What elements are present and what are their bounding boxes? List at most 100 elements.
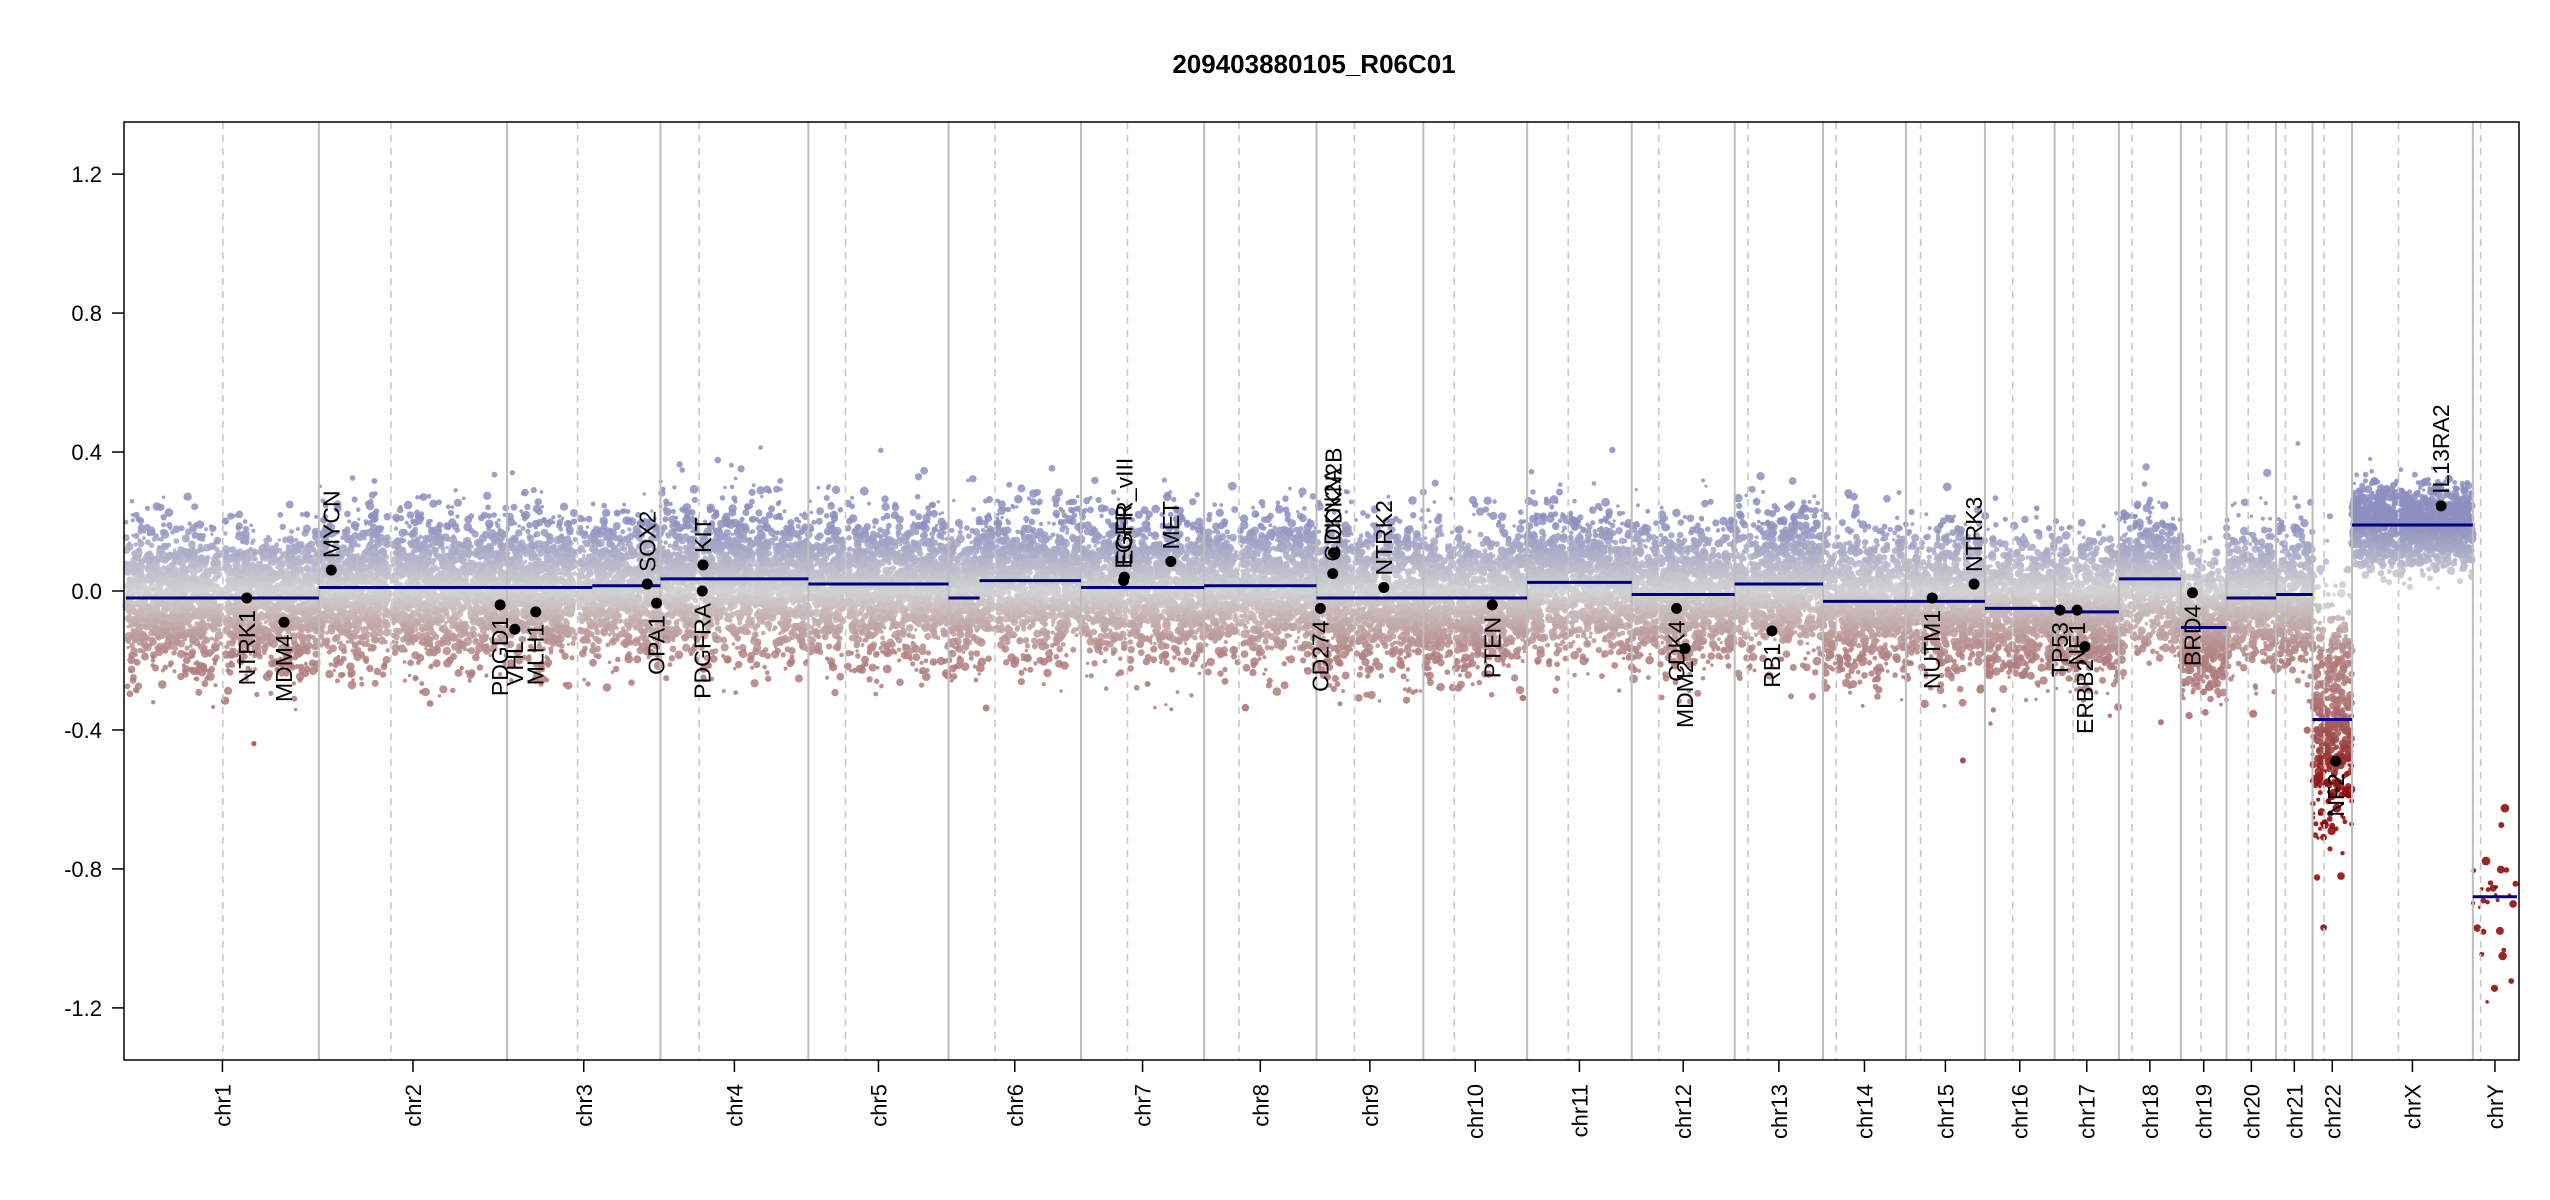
cnv-point bbox=[211, 705, 215, 709]
cnv-point bbox=[265, 641, 271, 647]
cnv-point bbox=[325, 643, 331, 649]
cnv-point bbox=[471, 545, 474, 548]
cnv-point bbox=[133, 687, 139, 693]
cnv-point bbox=[368, 514, 372, 518]
cnv-point bbox=[135, 600, 139, 604]
cnv-point bbox=[414, 620, 421, 627]
cnv-point bbox=[358, 636, 362, 640]
cnv-point bbox=[235, 533, 243, 541]
cnv-point bbox=[204, 527, 208, 531]
cnv-point bbox=[337, 659, 344, 666]
cnv-point bbox=[407, 532, 410, 535]
cnv-point bbox=[218, 641, 223, 646]
cnv-point bbox=[366, 639, 370, 643]
cnv-point bbox=[502, 534, 506, 538]
cnv-point bbox=[391, 607, 397, 613]
cnv-point bbox=[376, 537, 381, 542]
cnv-point bbox=[400, 636, 406, 642]
cnv-point bbox=[171, 650, 176, 655]
cnv-point bbox=[132, 577, 135, 580]
cnv-point bbox=[535, 498, 542, 505]
cnv-point bbox=[308, 612, 312, 616]
cnv-point bbox=[370, 624, 379, 633]
cnv-point bbox=[531, 487, 537, 493]
cnv-point bbox=[183, 493, 191, 501]
cnv-point bbox=[294, 708, 297, 711]
cnv-point bbox=[349, 567, 353, 571]
cnv-point bbox=[286, 501, 294, 509]
cnv-point bbox=[378, 591, 384, 597]
cnv-point bbox=[178, 580, 184, 586]
cnv-point bbox=[355, 570, 360, 575]
cnv-point bbox=[297, 649, 304, 656]
cnv-point bbox=[145, 506, 150, 511]
cnv-point bbox=[286, 586, 295, 595]
cnv-point bbox=[161, 628, 168, 635]
cnv-point bbox=[253, 549, 257, 553]
cnv-point bbox=[303, 556, 308, 561]
cnv-point bbox=[249, 524, 253, 528]
cnv-point bbox=[357, 596, 364, 603]
cnv-point bbox=[525, 529, 530, 534]
cnv-point bbox=[430, 616, 437, 623]
cnv-point bbox=[126, 625, 130, 629]
cnv-point bbox=[260, 564, 268, 572]
cnv-point bbox=[427, 494, 432, 499]
cnv-point bbox=[260, 602, 267, 609]
cnv-point bbox=[455, 582, 460, 587]
cnv-point bbox=[194, 677, 197, 680]
cnv-point bbox=[395, 551, 399, 555]
cnv-point bbox=[394, 541, 401, 548]
cnv-point bbox=[201, 645, 207, 651]
cnv-point bbox=[289, 529, 294, 534]
cnv-point bbox=[455, 579, 458, 582]
cnv-point bbox=[141, 641, 149, 649]
cnv-point bbox=[200, 623, 203, 626]
cnv-point bbox=[460, 666, 464, 670]
cnv-point bbox=[298, 602, 307, 611]
cnv-point bbox=[327, 624, 333, 630]
cnv-point bbox=[207, 579, 214, 586]
cnv-point bbox=[432, 568, 437, 573]
cnv-point bbox=[466, 648, 469, 651]
cnv-point bbox=[372, 518, 376, 522]
cnv-point bbox=[136, 565, 143, 572]
cnv-point bbox=[159, 610, 163, 614]
cnv-point bbox=[359, 579, 365, 585]
cnv-point bbox=[403, 582, 407, 586]
cnv-point bbox=[277, 512, 283, 518]
cnv-point bbox=[197, 628, 205, 636]
cnv-point bbox=[513, 611, 518, 616]
cnv-point bbox=[485, 519, 494, 528]
cnv-point bbox=[183, 656, 191, 664]
cnv-point bbox=[467, 589, 471, 593]
cnv-point bbox=[429, 500, 437, 508]
cnv-point bbox=[201, 680, 208, 687]
cnv-point bbox=[217, 566, 222, 571]
cnv-point bbox=[351, 678, 354, 681]
chart-title: 209403880105_R06C01 bbox=[1172, 49, 1455, 79]
cnv-point bbox=[524, 504, 530, 510]
cnv-point bbox=[398, 644, 406, 652]
cnv-point bbox=[362, 589, 366, 593]
cnv-point bbox=[196, 520, 205, 529]
cnv-point bbox=[368, 615, 376, 623]
cnv-point bbox=[371, 478, 377, 484]
cnv-point bbox=[161, 543, 169, 551]
cnv-point bbox=[482, 602, 490, 610]
cnv-point bbox=[361, 617, 366, 622]
cnv-point bbox=[136, 516, 142, 522]
cnv-point bbox=[349, 605, 357, 613]
cnv-point bbox=[343, 620, 352, 629]
cnv-point bbox=[308, 541, 315, 548]
cnv-point bbox=[358, 605, 366, 613]
cnv-point bbox=[413, 527, 418, 532]
cnv-point bbox=[476, 542, 480, 546]
cnv-point bbox=[534, 531, 540, 537]
cnv-point bbox=[266, 537, 272, 543]
cnv-point bbox=[405, 521, 409, 525]
cnv-point bbox=[184, 599, 192, 607]
cnv-point bbox=[329, 598, 333, 602]
cnv-point bbox=[470, 579, 474, 583]
cnv-point bbox=[227, 513, 234, 520]
